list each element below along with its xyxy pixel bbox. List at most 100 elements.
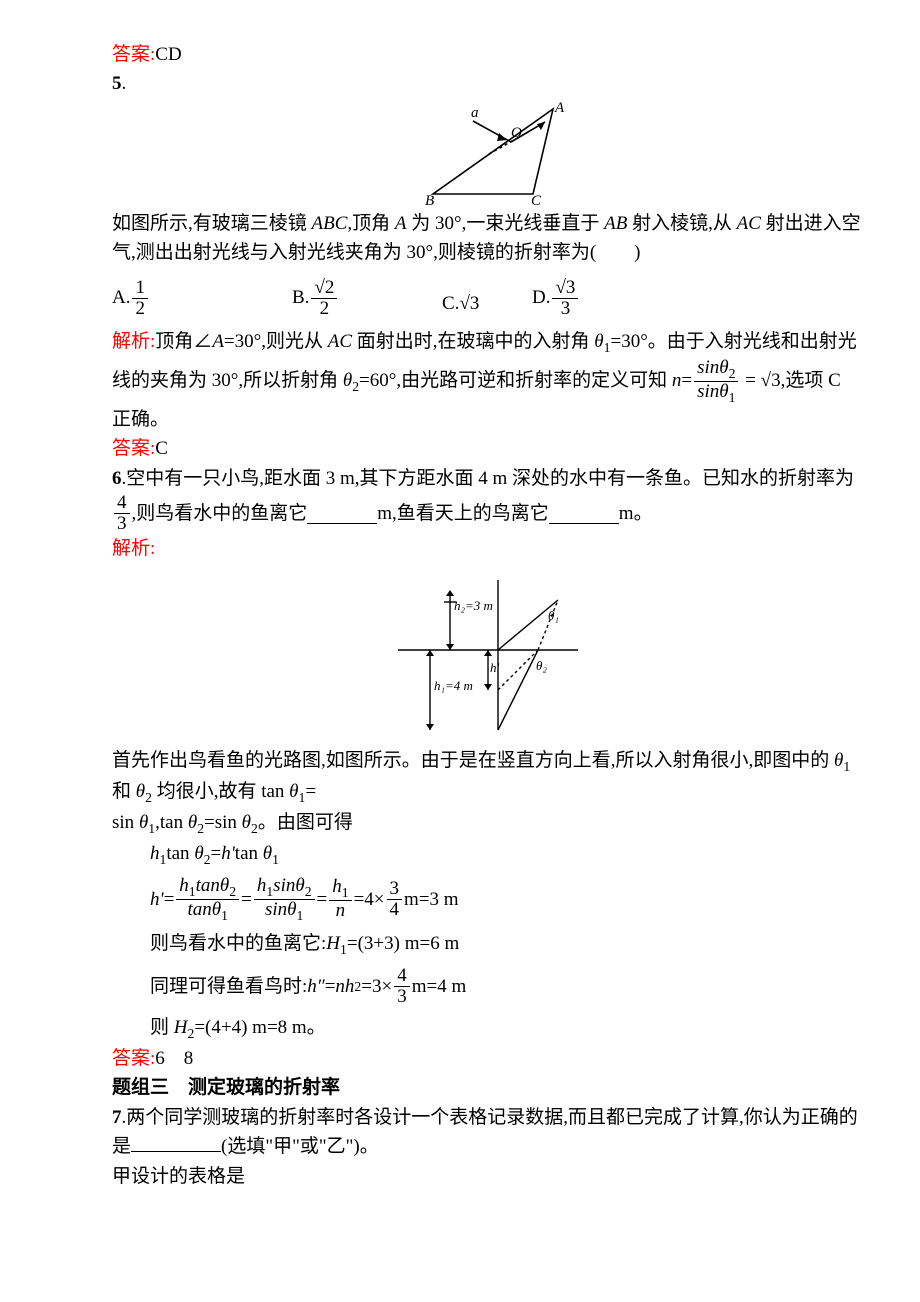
q6-f1na: h — [179, 875, 189, 896]
q5-opt-B-label: B. — [292, 283, 309, 312]
q6-p3g: θ — [263, 843, 272, 864]
q6-f3d: n — [333, 901, 349, 921]
q6-f1nbs: 2 — [229, 883, 236, 898]
analysis-colon-6: : — [150, 538, 155, 559]
q6-th2b: θ — [188, 812, 197, 833]
q6-s2: ,则鸟看水中的鱼离它 — [132, 499, 308, 528]
q5-opt-D-num: √3 — [552, 278, 578, 299]
q6-th2: θ — [136, 781, 145, 802]
q6-p1b: 和 — [112, 781, 136, 802]
q6-p6b: = — [325, 972, 336, 1001]
q6-p3gs: 1 — [272, 851, 279, 866]
q6-me2: = — [317, 885, 328, 914]
q5-an-th2: θ — [343, 370, 352, 391]
q6-blank-1[interactable] — [307, 504, 377, 524]
q6-f2d: sinθ1 — [262, 900, 306, 923]
q6-p4eq: = — [164, 885, 175, 914]
q6-p3f: tan — [235, 843, 263, 864]
q5-figure: a A B C O — [403, 99, 573, 209]
q6-p6h: h″ — [307, 972, 324, 1001]
q5-opt-A-den: 2 — [132, 299, 148, 319]
q5-stem-t4: 射入棱镜,从 — [627, 213, 736, 234]
q6-p2d: 。由图可得 — [258, 812, 353, 833]
q5-opt-B: B. √2 2 — [292, 278, 442, 319]
q5-fig-label-O: O — [511, 125, 522, 141]
q6-f3n: h1 — [329, 877, 351, 901]
q6-answer-value: 6 8 — [155, 1048, 193, 1069]
q5-number-line: 5. — [112, 69, 864, 98]
q5-opt-D-frac: √3 3 — [552, 278, 578, 319]
q6-p2b: ,tan — [155, 812, 188, 833]
q5-stem: 如图所示,有玻璃三棱镜 ABC,顶角 A 为 30°,一束光线垂直于 AB 射入… — [112, 209, 864, 268]
q5-opt-D: D. √3 3 — [532, 278, 580, 319]
q6-an-p2: sin θ1,tan θ2=sin θ2。由图可得 — [112, 808, 864, 839]
q6-fig-h1: h₁=4 m — [434, 678, 473, 693]
q6-me1: = — [241, 885, 252, 914]
q5-stem-t1: 如图所示,有玻璃三棱镜 — [112, 213, 312, 234]
q5-opt-C: C. √3 — [442, 289, 532, 318]
q6-frac-den: 3 — [114, 514, 130, 534]
q6-f5n: 4 — [394, 966, 410, 987]
q6-p4h: h' — [150, 885, 164, 914]
q6-an-p6: 同理可得鱼看鸟时:h″=nh2=3× 4 3 m=4 m — [112, 966, 864, 1007]
q5-opt-A-frac: 1 2 — [132, 278, 148, 319]
q6-f2: h1sinθ2 sinθ1 — [254, 876, 315, 923]
q6-blank-2[interactable] — [549, 504, 619, 524]
q6-an-p1: 首先作出鸟看鱼的光路图,如图所示。由于是在竖直方向上看,所以入射角很小,即图中的… — [112, 746, 864, 808]
q5-opt-D-label: D. — [532, 283, 550, 312]
q5-an-t1: 顶角∠ — [155, 331, 212, 352]
q5-an-t2: =30°,则光从 — [224, 331, 328, 352]
q6-p1c: 均很小,故有 tan — [152, 781, 289, 802]
q6-th1c: θ — [139, 812, 148, 833]
q6-f2da: sinθ — [265, 899, 297, 920]
q6-s3: m,鱼看天上的鸟离它 — [377, 499, 549, 528]
q6-fig-th2: θ₂ — [536, 658, 547, 673]
q6-figure-wrap: h₂=3 m h₁=4 m h' θ₁ θ₂ — [112, 570, 864, 740]
q5-fig-label-A: A — [554, 100, 565, 116]
q5-ABC: ABC — [312, 213, 348, 234]
q6-teq: =4× — [354, 885, 385, 914]
q5-an-t3: 面射出时,在玻璃中的入射角 — [352, 331, 594, 352]
q6-p3e: h' — [221, 843, 235, 864]
q5-AC: AC — [737, 213, 761, 234]
q6-f2nbs: 2 — [305, 883, 312, 898]
q5-opt-A-num: 1 — [132, 278, 148, 299]
q7-number: 7 — [112, 1107, 122, 1128]
q5-an-frac: sinθ2 sinθ1 — [694, 358, 738, 405]
q5-opt-C-label: C. — [442, 289, 459, 318]
q5-opt-D-den: 3 — [558, 299, 574, 319]
q7-blank[interactable] — [131, 1132, 221, 1152]
q6-s4: m。 — [619, 499, 653, 528]
analysis-label: 解析 — [112, 331, 150, 352]
q5-an-frac-den: sinθ1 — [694, 382, 738, 405]
q5-opt-A: A. 1 2 — [112, 278, 292, 319]
q6-analysis-label: 解析: — [112, 534, 864, 563]
q6-p1d: = — [305, 781, 316, 802]
q5-figure-wrap: a A B C O — [112, 99, 864, 209]
q4-answer-value: CD — [155, 44, 181, 65]
q6-f3nas: 1 — [342, 885, 349, 900]
q5-an-frac-num: sinθ2 — [694, 358, 738, 382]
q6-an-p7: 则 H2=(4+4) m=8 m。 — [112, 1013, 864, 1044]
q5-an-A: A — [212, 331, 224, 352]
q5-dot: . — [122, 73, 127, 94]
q6-p5H: H — [326, 933, 340, 954]
q6-f2n: h1sinθ2 — [254, 876, 315, 900]
q6-f2nb: sinθ — [273, 875, 305, 896]
q6-th1: θ — [834, 750, 843, 771]
q6-p6n: n — [335, 972, 345, 1001]
q5-stem-t2: ,顶角 — [347, 213, 395, 234]
q6-stem-line2: 4 3 ,则鸟看水中的鱼离它 m,鱼看天上的鸟离它 m。 — [112, 493, 864, 534]
group3-title: 题组三 测定玻璃的折射率 — [112, 1073, 864, 1102]
q6-f2na: h — [257, 875, 267, 896]
q7-s2: (选填"甲"或"乙")。 — [221, 1136, 379, 1157]
q5-opt-A-label: A. — [112, 283, 130, 312]
q6-an-p4: h'= h1tanθ2 tanθ1 = h1sinθ2 sinθ1 = h1 n… — [112, 876, 864, 923]
q6-an-p3: h1tan θ2=h'tan θ1 — [112, 839, 864, 870]
q6-p3d: = — [211, 843, 222, 864]
q6-frac: 4 3 — [114, 493, 130, 534]
q5-an-fns: 2 — [729, 365, 736, 380]
q6-answer-line: 答案:6 8 — [112, 1044, 864, 1073]
q6-f5: 4 3 — [394, 966, 410, 1007]
q5-an-fds: 1 — [729, 390, 736, 405]
